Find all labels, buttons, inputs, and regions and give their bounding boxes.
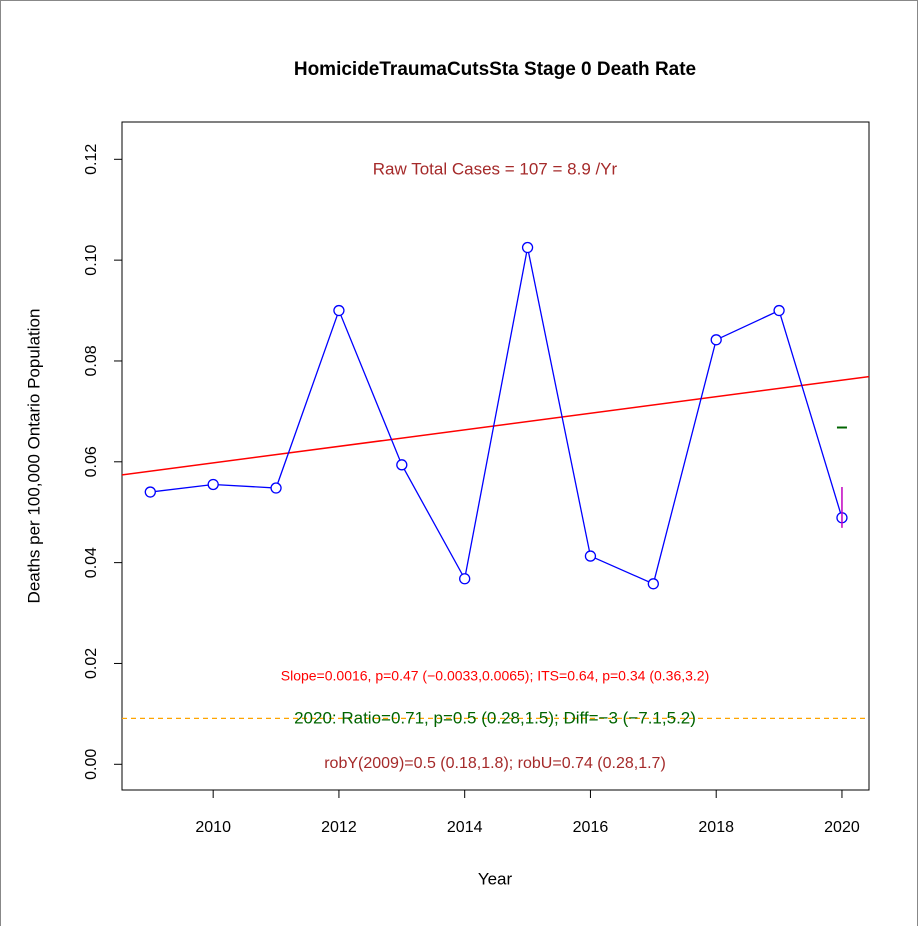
- series-line: [150, 247, 843, 585]
- y-tick-label: 0.10: [83, 244, 100, 275]
- point: [584, 550, 597, 562]
- point: [521, 241, 534, 254]
- trend-line: [122, 375, 869, 476]
- plot-box: [121, 121, 870, 791]
- point: [333, 304, 345, 317]
- point: [270, 482, 282, 494]
- annotation: 2020: Ratio=0.71, p=0.5 (0.28,1.5); Diff…: [294, 708, 696, 727]
- x-tick-label: 2016: [573, 819, 609, 836]
- chart-title: HomicideTraumaCutsSta Stage 0 Death Rate: [294, 59, 696, 80]
- annotation: Slope=0.0016, p=0.47 (−0.0033,0.0065); I…: [281, 668, 710, 684]
- y-tick-label: 0.12: [83, 144, 100, 175]
- point: [710, 334, 722, 346]
- point: [647, 578, 659, 590]
- x-tick-label: 2012: [321, 819, 357, 836]
- y-tick-label: 0.02: [83, 648, 100, 679]
- point: [396, 459, 408, 471]
- x-tick-label: 2010: [195, 819, 231, 836]
- x-tick-label: 2020: [824, 819, 860, 836]
- x-tick-label: 2018: [698, 819, 734, 836]
- annotation: Raw Total Cases = 107 = 8.9 /Yr: [373, 159, 618, 178]
- point: [207, 478, 219, 491]
- x-axis-label: Year: [478, 869, 513, 888]
- point: [773, 304, 785, 317]
- y-tick-label: 0.06: [83, 446, 100, 477]
- annotation: robY(2009)=0.5 (0.18,1.8); robU=0.74 (0.…: [324, 755, 666, 772]
- y-tick-label: 0.04: [83, 547, 100, 578]
- y-axis-label: Deaths per 100,000 Ontario Population: [24, 309, 43, 604]
- y-tick-label: 0.00: [83, 749, 100, 780]
- x-tick-label: 2014: [447, 819, 483, 836]
- y-tick-label: 0.08: [83, 345, 100, 376]
- point: [459, 573, 471, 585]
- point: [144, 486, 156, 498]
